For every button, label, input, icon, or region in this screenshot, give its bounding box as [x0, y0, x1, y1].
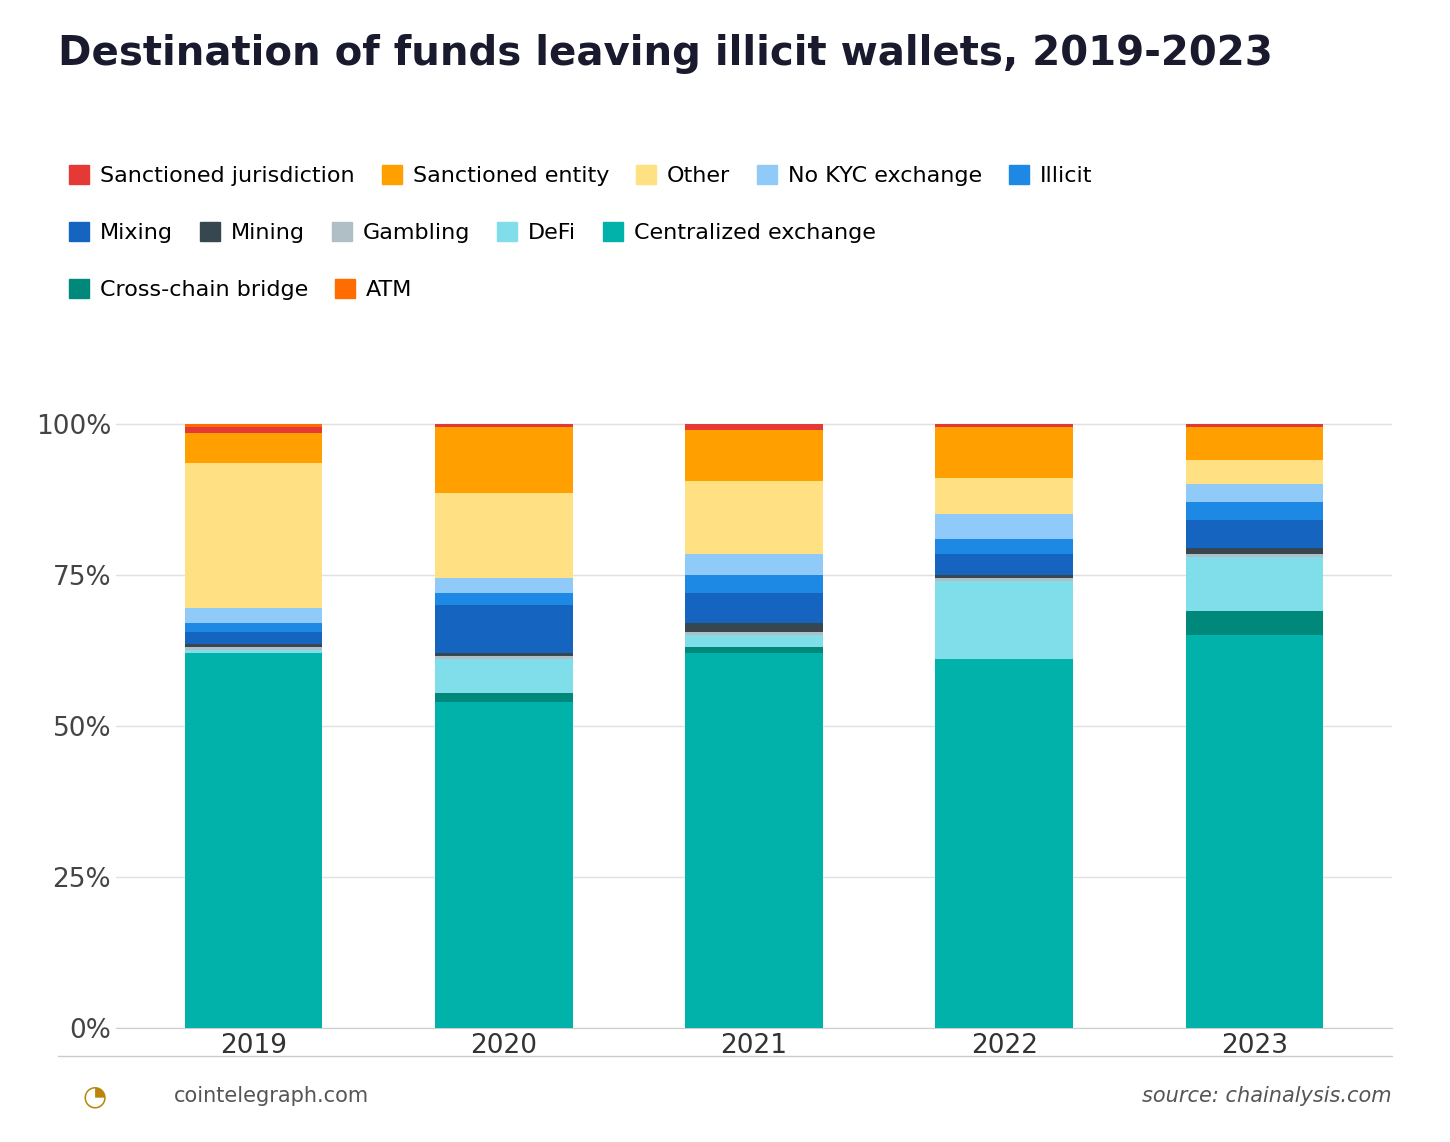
Bar [184, 427, 322, 433]
Bar [935, 514, 1073, 539]
Text: source: chainalysis.com: source: chainalysis.com [1143, 1086, 1392, 1107]
Legend: Sanctioned jurisdiction, Sanctioned entity, Other, No KYC exchange, Illicit: Sanctioned jurisdiction, Sanctioned enti… [70, 166, 1092, 186]
Bar [1186, 424, 1324, 427]
Bar [184, 424, 322, 427]
Bar [184, 653, 322, 1028]
Bar [184, 608, 322, 624]
Bar [935, 578, 1073, 581]
Bar [935, 427, 1073, 478]
Bar [1186, 548, 1324, 554]
Bar [1186, 460, 1324, 484]
Bar [1186, 554, 1324, 556]
Bar [435, 659, 573, 692]
Bar [686, 653, 822, 1028]
Bar [686, 429, 822, 481]
Bar [1186, 521, 1324, 548]
Bar [686, 633, 822, 635]
Bar [686, 554, 822, 574]
Legend: Cross-chain bridge, ATM: Cross-chain bridge, ATM [70, 280, 413, 300]
Bar [686, 635, 822, 648]
Bar [435, 605, 573, 653]
Bar [435, 692, 573, 701]
Bar [935, 659, 1073, 1028]
Bar [184, 433, 322, 464]
Bar [184, 633, 322, 644]
Text: ◔: ◔ [83, 1083, 106, 1110]
Bar [435, 578, 573, 593]
Bar [686, 624, 822, 633]
Bar [935, 581, 1073, 659]
Bar [184, 624, 322, 633]
Bar [435, 653, 573, 657]
Bar [1186, 611, 1324, 635]
Bar [435, 427, 573, 493]
Bar [435, 493, 573, 578]
Bar [435, 424, 573, 427]
Bar [184, 644, 322, 648]
Bar [184, 648, 322, 650]
Bar [686, 424, 822, 429]
Bar [184, 650, 322, 653]
Bar [935, 478, 1073, 514]
Bar [686, 481, 822, 554]
Bar [935, 424, 1073, 427]
Bar [1186, 635, 1324, 1028]
Bar [1186, 427, 1324, 460]
Bar [1186, 556, 1324, 611]
Bar [686, 574, 822, 593]
Bar [1186, 484, 1324, 502]
Legend: Mixing, Mining, Gambling, DeFi, Centralized exchange: Mixing, Mining, Gambling, DeFi, Centrali… [70, 223, 876, 243]
Bar [1186, 502, 1324, 521]
Bar [935, 554, 1073, 574]
Text: cointelegraph.com: cointelegraph.com [174, 1086, 370, 1107]
Bar [435, 593, 573, 605]
Text: Destination of funds leaving illicit wallets, 2019-2023: Destination of funds leaving illicit wal… [58, 34, 1273, 74]
Bar [686, 593, 822, 624]
Bar [935, 574, 1073, 578]
Bar [686, 648, 822, 653]
Bar [435, 657, 573, 659]
Bar [435, 701, 573, 1028]
Bar [935, 539, 1073, 554]
Bar [184, 464, 322, 608]
